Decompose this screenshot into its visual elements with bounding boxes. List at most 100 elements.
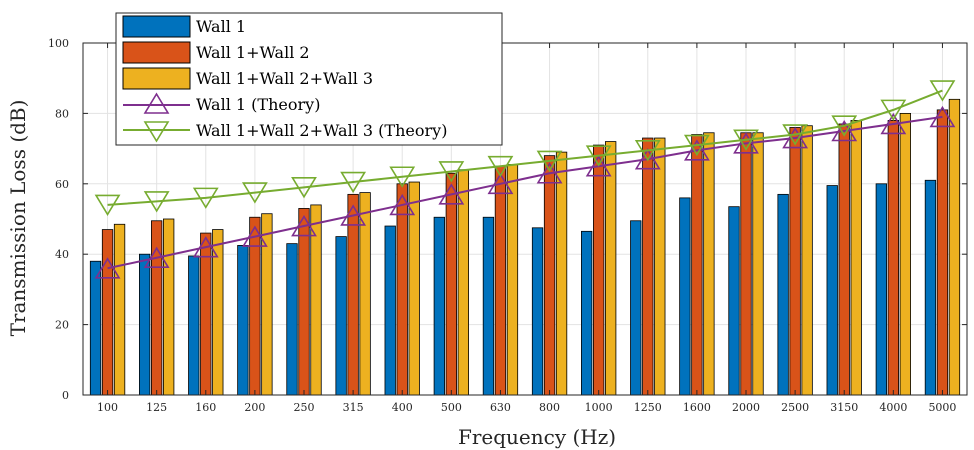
x-tick-label: 250 [294,401,315,414]
point-marker [143,246,170,269]
bar [703,132,715,396]
bar [887,120,899,396]
legend-label-wall-1: Wall 1 [196,17,246,36]
bar [948,98,961,396]
point-marker [585,145,612,167]
bar-series-group [89,98,961,396]
point-marker [634,148,661,170]
legend-label-wall-1-2-3: Wall 1+Wall 2+Wall 3 [196,69,373,88]
bar-series-2 [101,109,949,396]
bar [924,179,937,396]
bar [789,127,801,396]
bar [691,134,703,396]
point-marker [389,166,416,188]
point-marker [94,257,121,279]
point-marker [733,129,759,151]
bar [593,144,605,396]
point-marker [536,150,563,172]
legend-swatch-wall-1-2 [122,41,191,64]
x-tick-label: 1600 [683,401,711,414]
line-series-group [94,80,956,279]
bar [899,113,911,396]
x-axis-label: Frequency (Hz) [458,425,616,449]
bar [581,230,593,396]
point-marker [929,80,956,102]
point-marker [340,171,367,194]
x-tick-label: 125 [146,401,167,414]
bar [826,185,838,396]
bar [936,109,949,396]
plot-area-border [82,42,968,396]
x-tick-label: 400 [392,401,413,414]
x-tick-label: 2500 [781,401,809,414]
bar [740,132,752,396]
x-tick-label: 3150 [830,401,858,414]
point-marker [389,193,416,216]
x-tick-label: 1250 [634,401,662,414]
point-marker [782,124,809,146]
point-marker [241,182,268,204]
legend-marker-wall-1-2-3-theory [143,121,170,143]
bar [555,151,568,396]
bar [494,165,507,396]
point-marker [291,177,317,199]
bar [188,255,200,396]
x-tick-label: 5000 [928,401,956,414]
series-line [107,89,943,206]
y-axis-label: Transmission Loss (dB) [6,100,30,337]
y-tick-label: 0 [62,389,69,402]
y-tick-label: 80 [55,107,69,120]
point-marker [94,194,121,216]
bar [531,227,544,396]
bar [113,223,126,396]
bar [679,197,691,396]
point-marker [880,99,907,121]
bar [212,229,224,396]
bar [838,123,850,396]
y-tick-label: 40 [55,248,69,261]
point-marker [831,119,858,142]
bar [139,253,151,396]
x-tick-label: 160 [195,401,216,414]
bar-series-1 [89,179,937,396]
point-marker [782,126,809,149]
x-tick-label: 100 [97,401,118,414]
legend-marker-wall-1-theory [143,92,170,114]
bar [89,260,102,396]
point-marker [634,140,661,162]
tick-labels: 0 20 40 60 80 100 100 125 160 200 250 315 400 500 630 8… [48,37,956,414]
bar [445,172,457,396]
point-marker [831,115,858,137]
x-tick-label: 315 [343,401,364,414]
bar [630,220,642,396]
y-tick-label: 100 [48,37,69,50]
bar [482,216,495,396]
series-line [107,115,943,270]
point-marker [929,105,956,128]
bar [654,137,666,396]
x-tick-label: 500 [441,401,462,414]
point-marker [536,162,563,184]
bar [249,216,261,396]
point-marker [241,225,268,247]
point-marker [438,161,465,183]
bar [642,137,654,396]
line-series-2 [94,80,956,216]
bar [728,206,740,396]
point-marker [880,112,907,135]
point-marker [192,187,219,209]
bar [801,125,813,396]
y-tick-label: 20 [55,319,69,332]
x-tick-label: 4000 [879,401,907,414]
point-marker [487,155,514,178]
x-tick-label: 200 [244,401,265,414]
point-marker [487,172,514,195]
x-tick-label: 2000 [732,401,760,414]
bar [286,243,298,396]
point-marker [438,183,465,205]
legend-swatch-wall-1-2-3 [122,67,191,90]
y-tick-label: 60 [55,178,69,191]
point-marker [143,191,170,213]
line-series-1 [94,105,956,279]
